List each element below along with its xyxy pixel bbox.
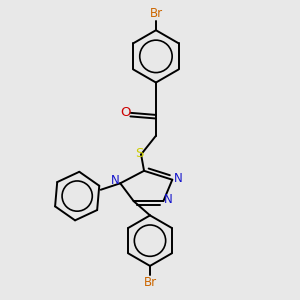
Text: S: S (135, 147, 144, 160)
Text: N: N (164, 193, 173, 206)
Text: Br: Br (149, 7, 163, 20)
Text: N: N (174, 172, 183, 185)
Text: N: N (111, 174, 119, 188)
Text: Br: Br (143, 276, 157, 289)
Text: O: O (120, 106, 130, 119)
